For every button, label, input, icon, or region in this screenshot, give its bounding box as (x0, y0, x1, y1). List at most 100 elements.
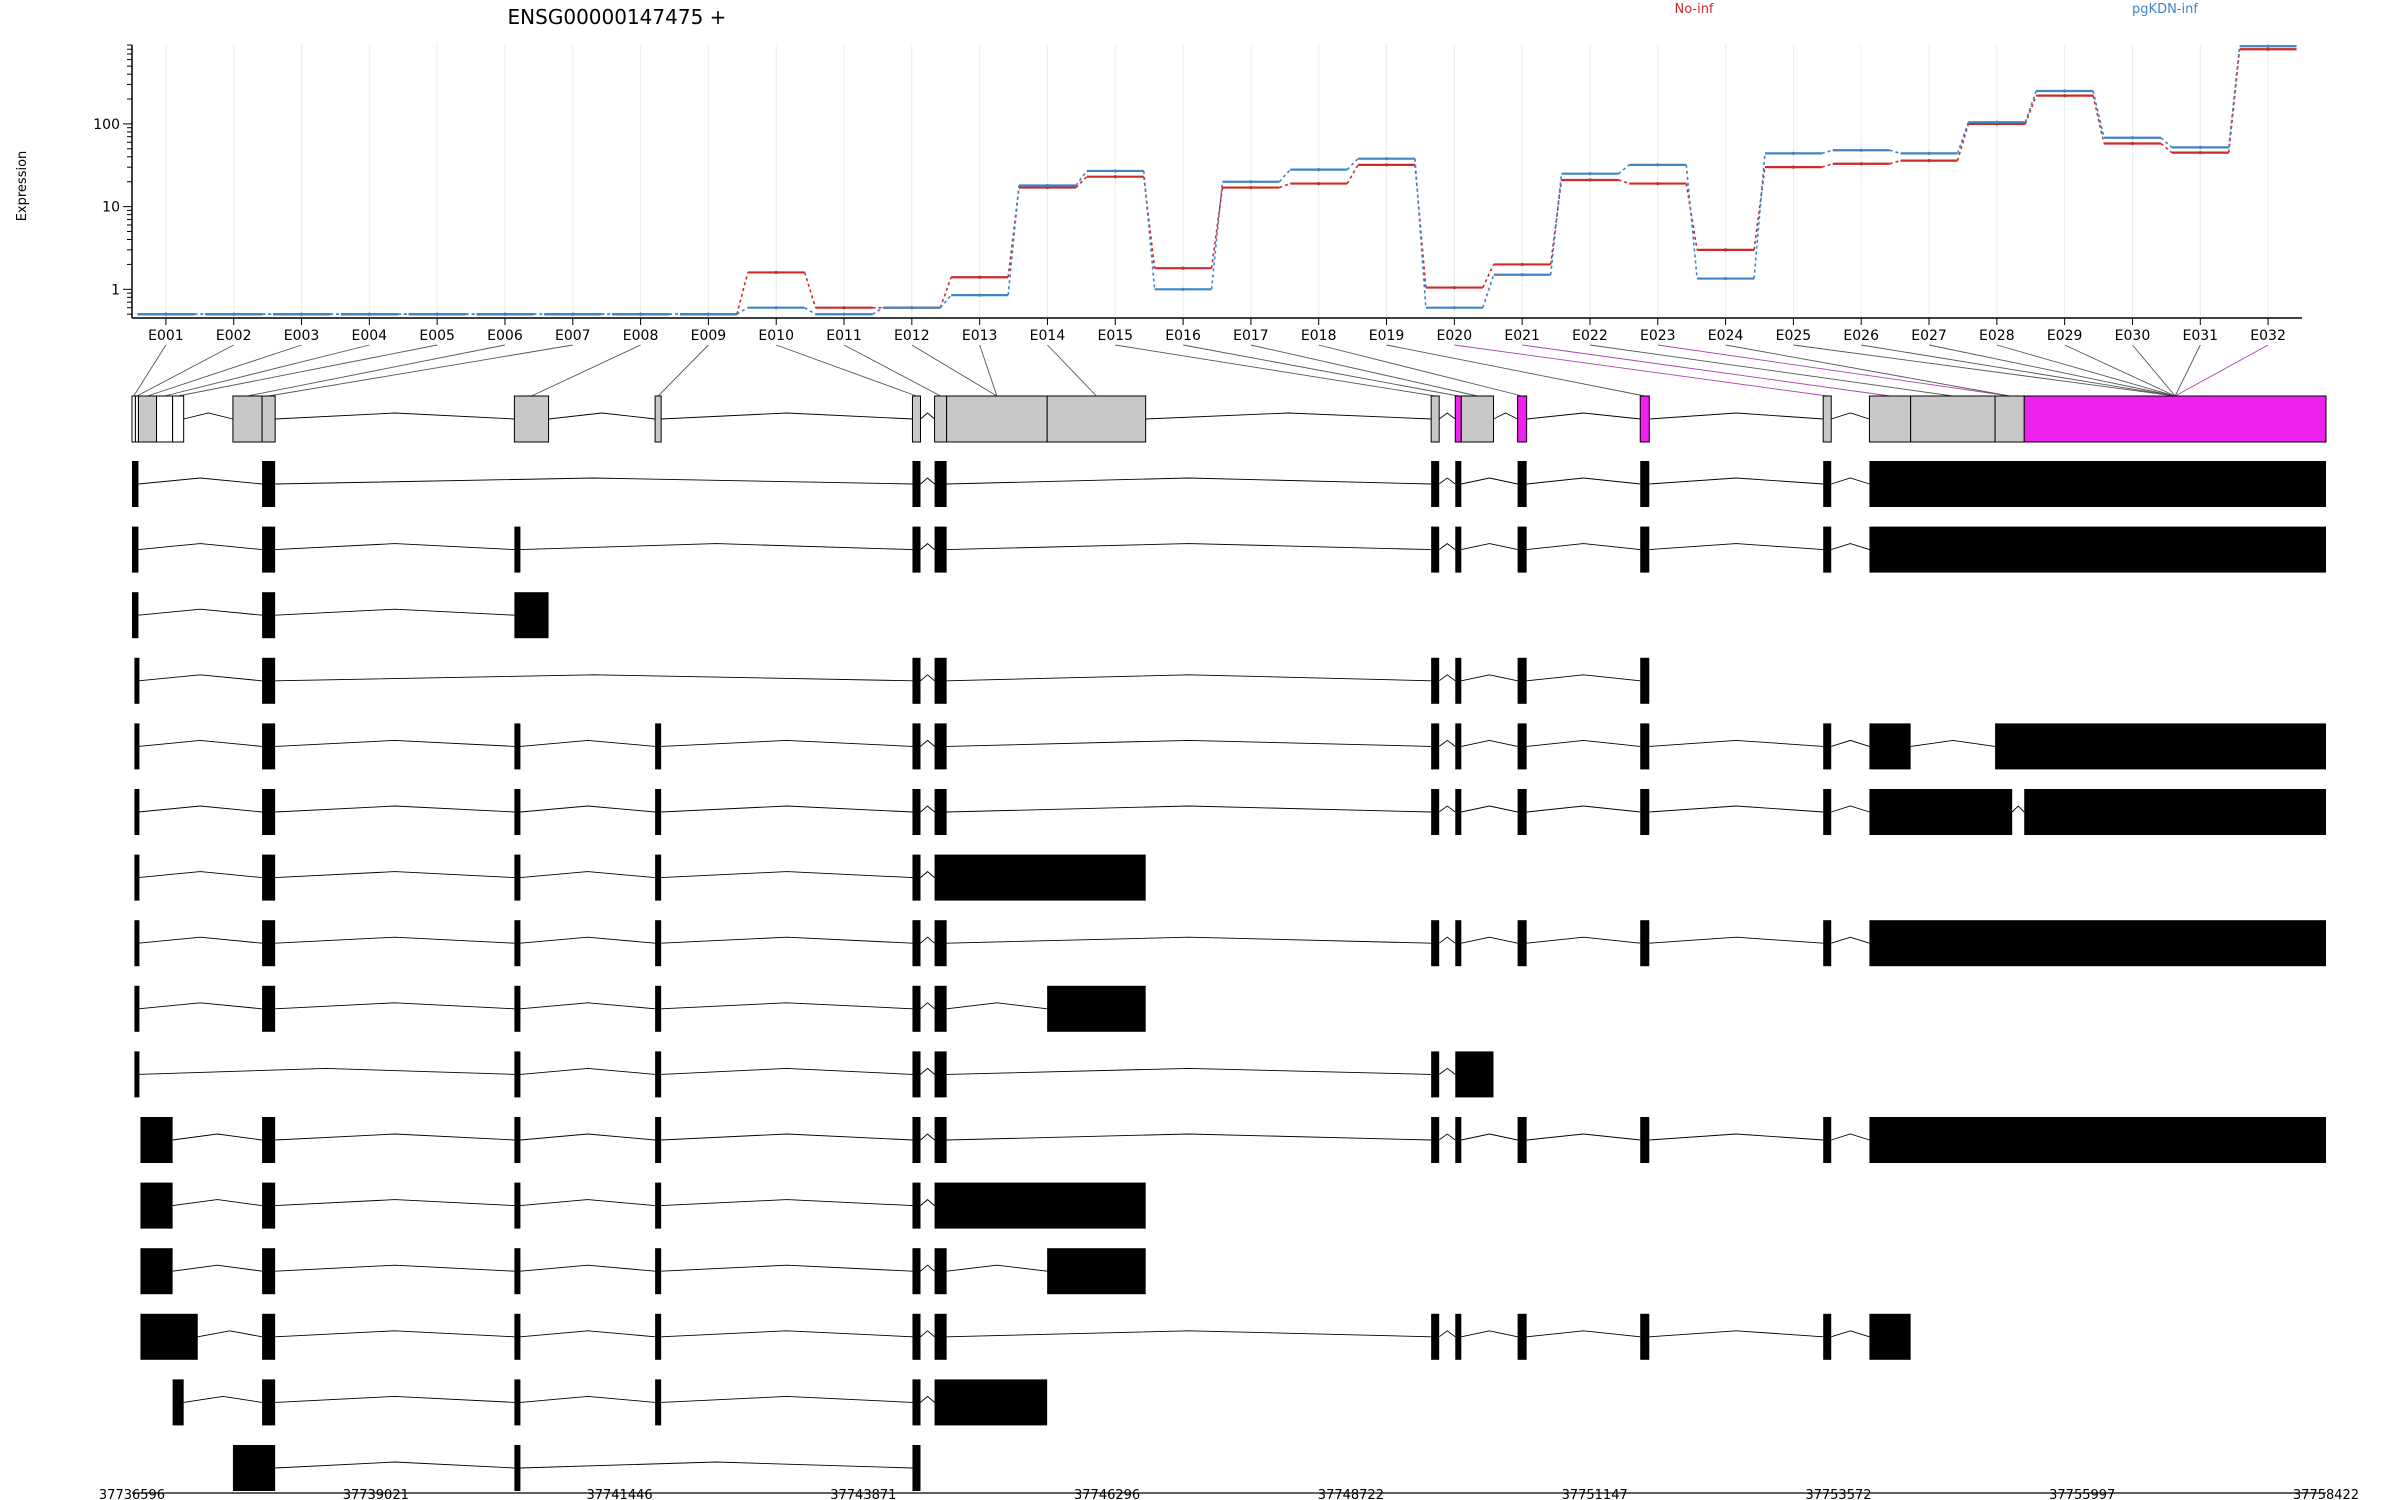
data-point (1384, 163, 1389, 167)
intron-line (1461, 805, 1518, 813)
y-tick-label: 1 (111, 282, 120, 298)
exon-connector (247, 344, 506, 397)
transcript-exon (1431, 920, 1440, 967)
data-point (571, 312, 575, 316)
intron-line (275, 805, 515, 813)
transcript-row (134, 854, 1146, 901)
transcript-exon (934, 1379, 1048, 1426)
x-tick-label: E006 (487, 328, 523, 344)
intron-line (275, 1133, 515, 1141)
transcript-exon (1431, 1313, 1440, 1360)
transcript-exon (1431, 1051, 1440, 1098)
intron-line (275, 871, 515, 879)
exon-connector (657, 344, 709, 397)
series-lines (137, 44, 2297, 316)
intron-line (661, 1330, 913, 1338)
transcript-exon (262, 1248, 276, 1295)
series-connector (1685, 164, 1698, 279)
intron-line (661, 1133, 913, 1141)
gene-exon (1517, 395, 1528, 443)
series-connector (1007, 185, 1020, 296)
transcript-exon (262, 657, 276, 704)
transcript-exon (262, 723, 276, 770)
data-point (1113, 175, 1117, 179)
transcript-exon (134, 985, 140, 1032)
transcript-exon (1517, 1313, 1527, 1360)
genomic-tick-label: 37755997 (2049, 1488, 2115, 1500)
x-tick-label: E020 (1437, 328, 1473, 344)
transcript-exon (655, 1248, 662, 1295)
intron-line (1526, 543, 1641, 551)
intron-line (138, 936, 263, 944)
transcript-row (232, 1445, 921, 1491)
exon-connector (136, 344, 234, 397)
intron-line (520, 1330, 656, 1338)
transcript-row (134, 985, 1146, 1032)
x-tick-label: E028 (1979, 328, 2015, 344)
transcript-row (134, 920, 2326, 967)
transcript-exon (1869, 461, 2326, 507)
intron-line (1461, 1330, 1518, 1338)
x-tick-label: E014 (1030, 328, 1066, 344)
transcript-exon (1869, 920, 2326, 967)
genomic-tick-label: 37746296 (1074, 1488, 1140, 1500)
intron-line (946, 1002, 1048, 1010)
series-connector (1618, 179, 1630, 185)
transcript-exon (514, 1117, 521, 1163)
transcript-exon (1431, 461, 1440, 507)
transcript-exon (262, 854, 276, 901)
intron-line (1493, 412, 1518, 420)
transcript-exon (514, 592, 549, 639)
gene-exon (1994, 395, 2025, 443)
transcript-exon (912, 526, 921, 573)
transcript-exon (1823, 723, 1832, 770)
transcript-exon (1517, 920, 1527, 967)
exon-connector (147, 344, 302, 397)
transcript-exon (912, 1051, 921, 1098)
series-connector (1414, 158, 1427, 308)
exon-connector (1454, 344, 1828, 397)
intron-line (1438, 739, 1456, 747)
x-tick-label: E027 (1911, 328, 1947, 344)
series-connector (1278, 169, 1291, 183)
series-pgKDN-inf (137, 44, 2297, 316)
series-connector (1549, 179, 1563, 265)
intron-line (548, 412, 656, 420)
series-No-inf (137, 47, 2297, 316)
x-tick-label: E012 (894, 328, 930, 344)
series-connector (1956, 123, 1970, 161)
series-connector (1617, 164, 1630, 175)
transcript-exon (132, 461, 139, 507)
x-tick-label: E002 (216, 328, 252, 344)
transcript-exon (1823, 789, 1832, 835)
x-tick-label: E019 (1369, 328, 1405, 344)
transcript-exon (912, 723, 921, 770)
data-point (367, 312, 371, 316)
intron-line (1831, 1330, 1870, 1338)
intron-line (1438, 1133, 1456, 1141)
intron-line (520, 543, 913, 551)
gene-exon (1639, 395, 1650, 443)
transcript-exon (912, 461, 921, 507)
x-tick-label: E008 (623, 328, 659, 344)
intron-line (1649, 1330, 1824, 1338)
transcript-exon (1640, 920, 1650, 967)
transcript-exon (514, 526, 521, 573)
exon-connector (1183, 344, 1459, 397)
intron-line (138, 674, 263, 682)
transcript-exon (912, 1248, 921, 1295)
exon-connector (133, 344, 167, 397)
transcript-exon (134, 657, 140, 704)
intron-line (946, 543, 1432, 551)
exon-connector (2064, 344, 2176, 397)
intron-line (520, 871, 656, 879)
intron-line (1438, 1330, 1456, 1338)
data-point (2063, 89, 2067, 93)
intron-line (661, 936, 913, 944)
intron-line (197, 1330, 263, 1338)
data-point (638, 312, 643, 316)
intron-line (1910, 739, 1996, 747)
gene-exon (1868, 395, 1912, 443)
x-tick-label: E007 (555, 328, 591, 344)
data-point (1520, 262, 1524, 267)
